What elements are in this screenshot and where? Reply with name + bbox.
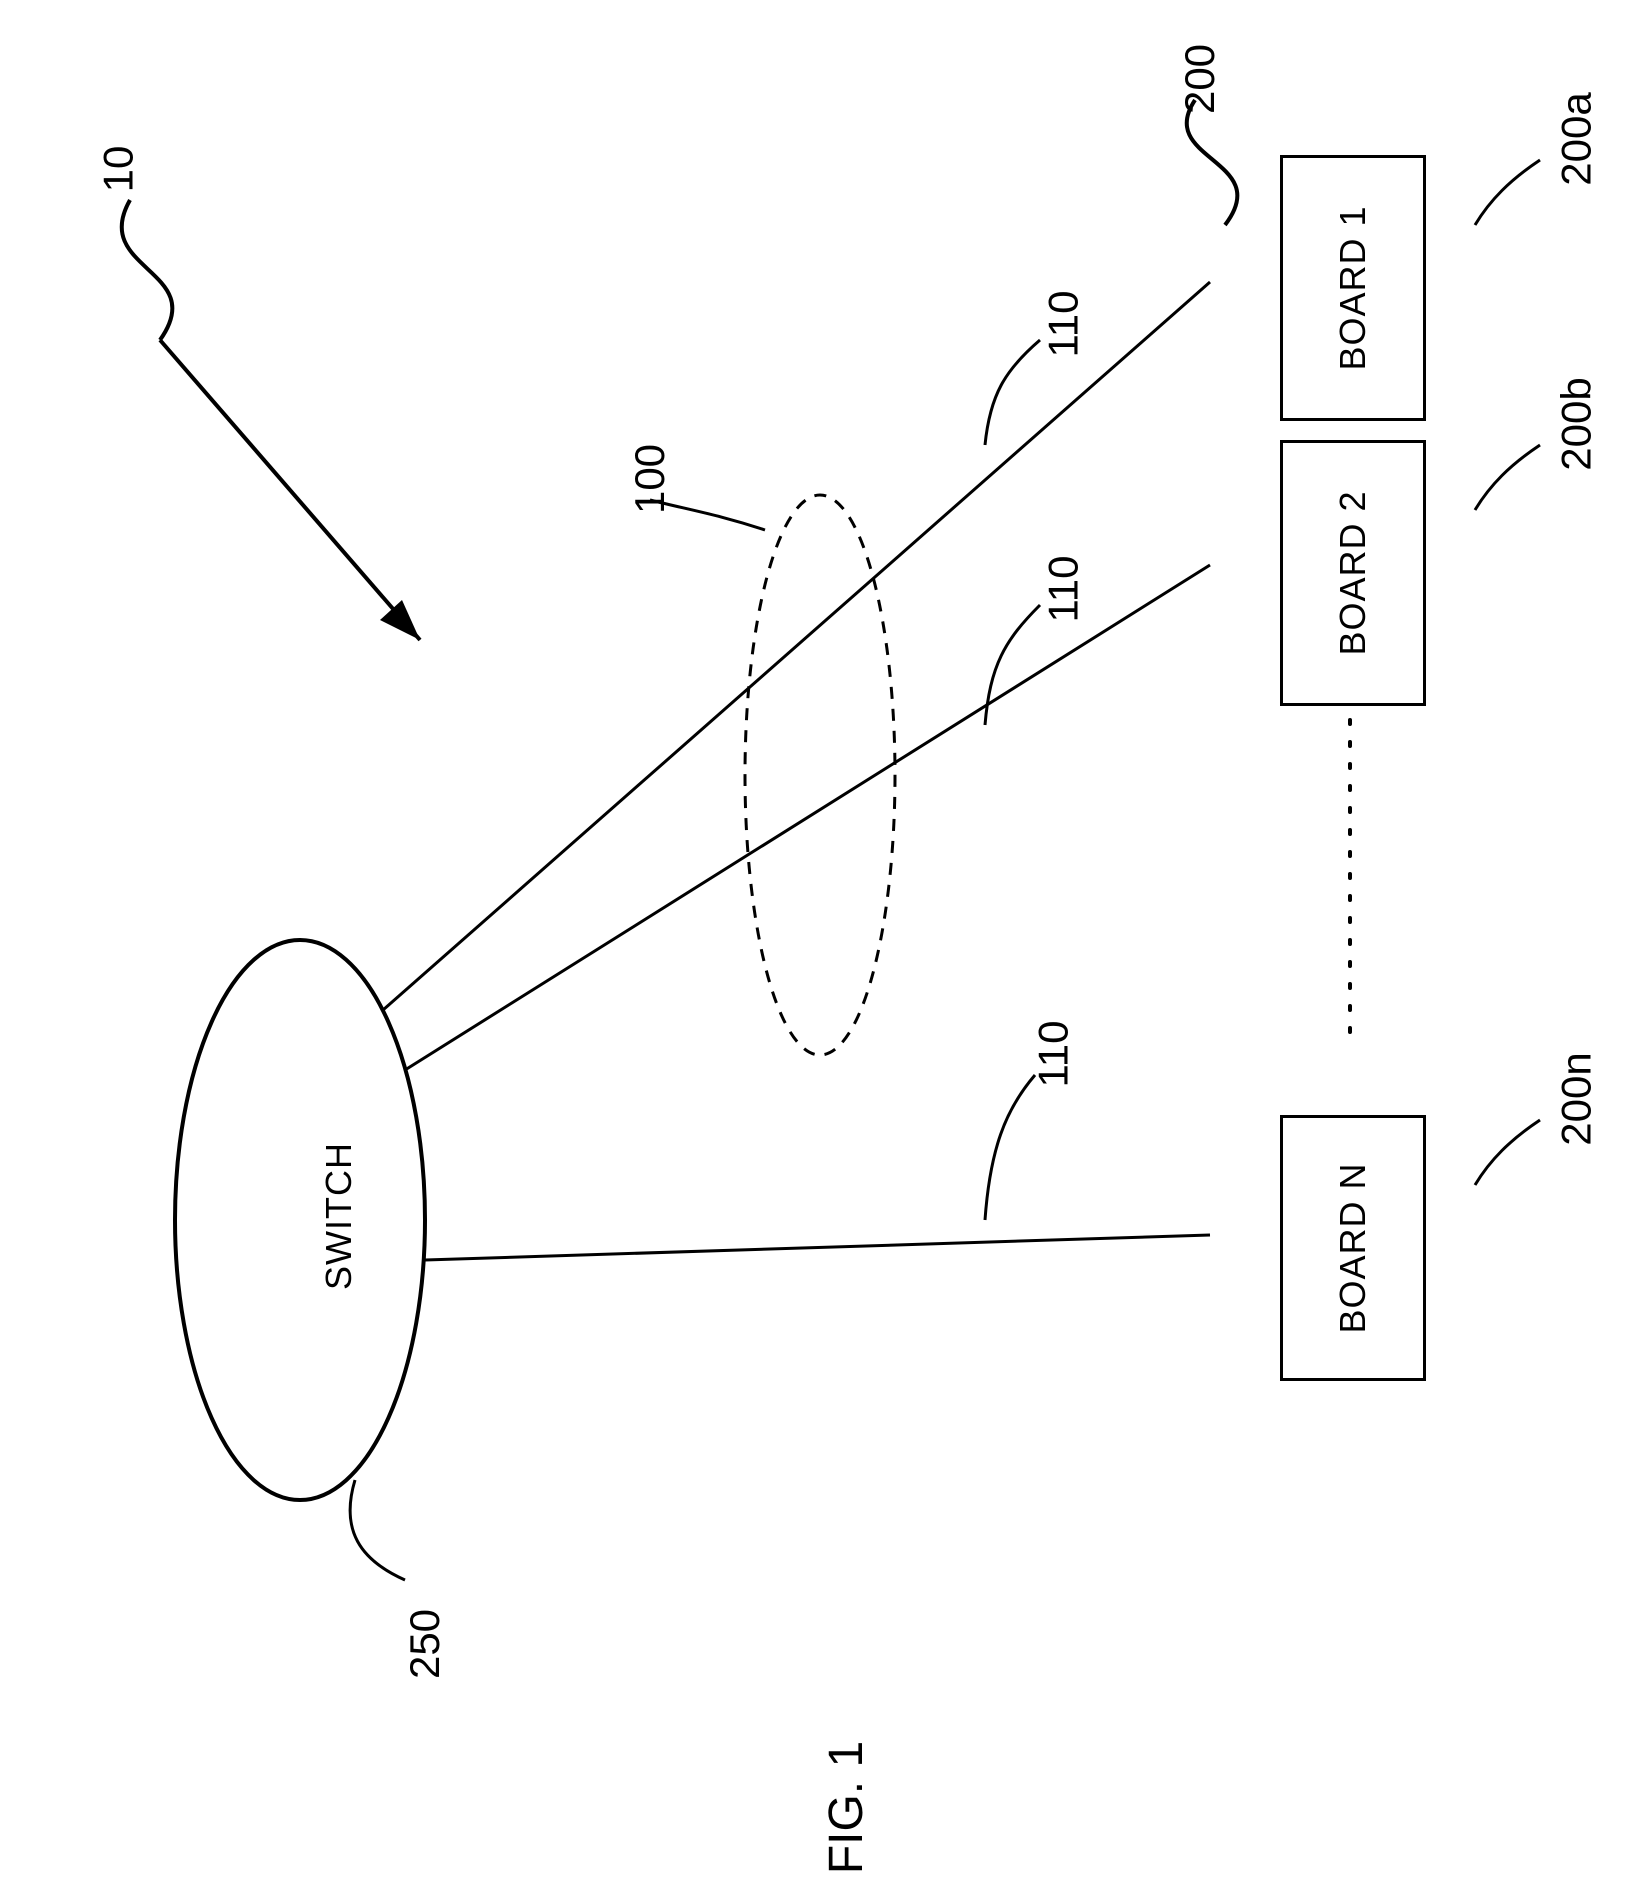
leader-200-squiggle: [1187, 100, 1238, 225]
boardN-box: BOARD N: [1280, 1115, 1426, 1381]
leader-200b: [1475, 445, 1540, 510]
leader-250: [350, 1480, 405, 1580]
callout-200a: 200a: [1553, 92, 1601, 185]
callout-110c: 110: [1029, 1021, 1077, 1088]
backplane-ellipse: [745, 495, 895, 1055]
callout-200: 200: [1176, 44, 1224, 114]
board2-label: BOARD 2: [1332, 490, 1374, 655]
callout-110a: 110: [1039, 291, 1087, 358]
boardN-wrapper: BOARD N: [1280, 1115, 1426, 1381]
callout-10-arrowhead: [380, 600, 420, 640]
leader-200a: [1475, 160, 1540, 225]
edge-switch-boardN: [425, 1235, 1210, 1260]
leader-200n: [1475, 1120, 1540, 1185]
callout-110b: 110: [1039, 556, 1087, 623]
leader-110-c: [985, 1075, 1035, 1220]
callout-100: 100: [626, 444, 674, 514]
board2-wrapper: BOARD 2: [1280, 440, 1426, 706]
callout-200b: 200b: [1553, 377, 1601, 470]
diagram-canvas: SWITCH BOARD 1 BOARD 2 BOARD N 10 250 10…: [0, 0, 1639, 1904]
leader-110-a: [985, 340, 1040, 445]
edge-switch-board2: [405, 565, 1210, 1070]
boardN-label: BOARD N: [1332, 1162, 1374, 1333]
board1-wrapper: BOARD 1: [1280, 155, 1426, 421]
board1-label: BOARD 1: [1332, 205, 1374, 370]
switch-label-wrapper: SWITCH: [318, 1142, 360, 1290]
leader-110-b: [985, 605, 1040, 725]
board1-box: BOARD 1: [1280, 155, 1426, 421]
callout-10-arrowshaft: [160, 340, 420, 640]
callout-10: 10: [94, 146, 142, 193]
callout-10-squiggle: [122, 200, 173, 340]
figure-label-wrapper: FIG. 1: [819, 1741, 874, 1874]
callout-250: 250: [401, 1609, 449, 1679]
board2-box: BOARD 2: [1280, 440, 1426, 706]
switch-label: SWITCH: [318, 1142, 360, 1290]
switch-node: [175, 940, 425, 1500]
callout-200n: 200n: [1553, 1052, 1601, 1145]
figure-label: FIG. 1: [819, 1741, 874, 1874]
edge-switch-board1: [383, 282, 1210, 1010]
